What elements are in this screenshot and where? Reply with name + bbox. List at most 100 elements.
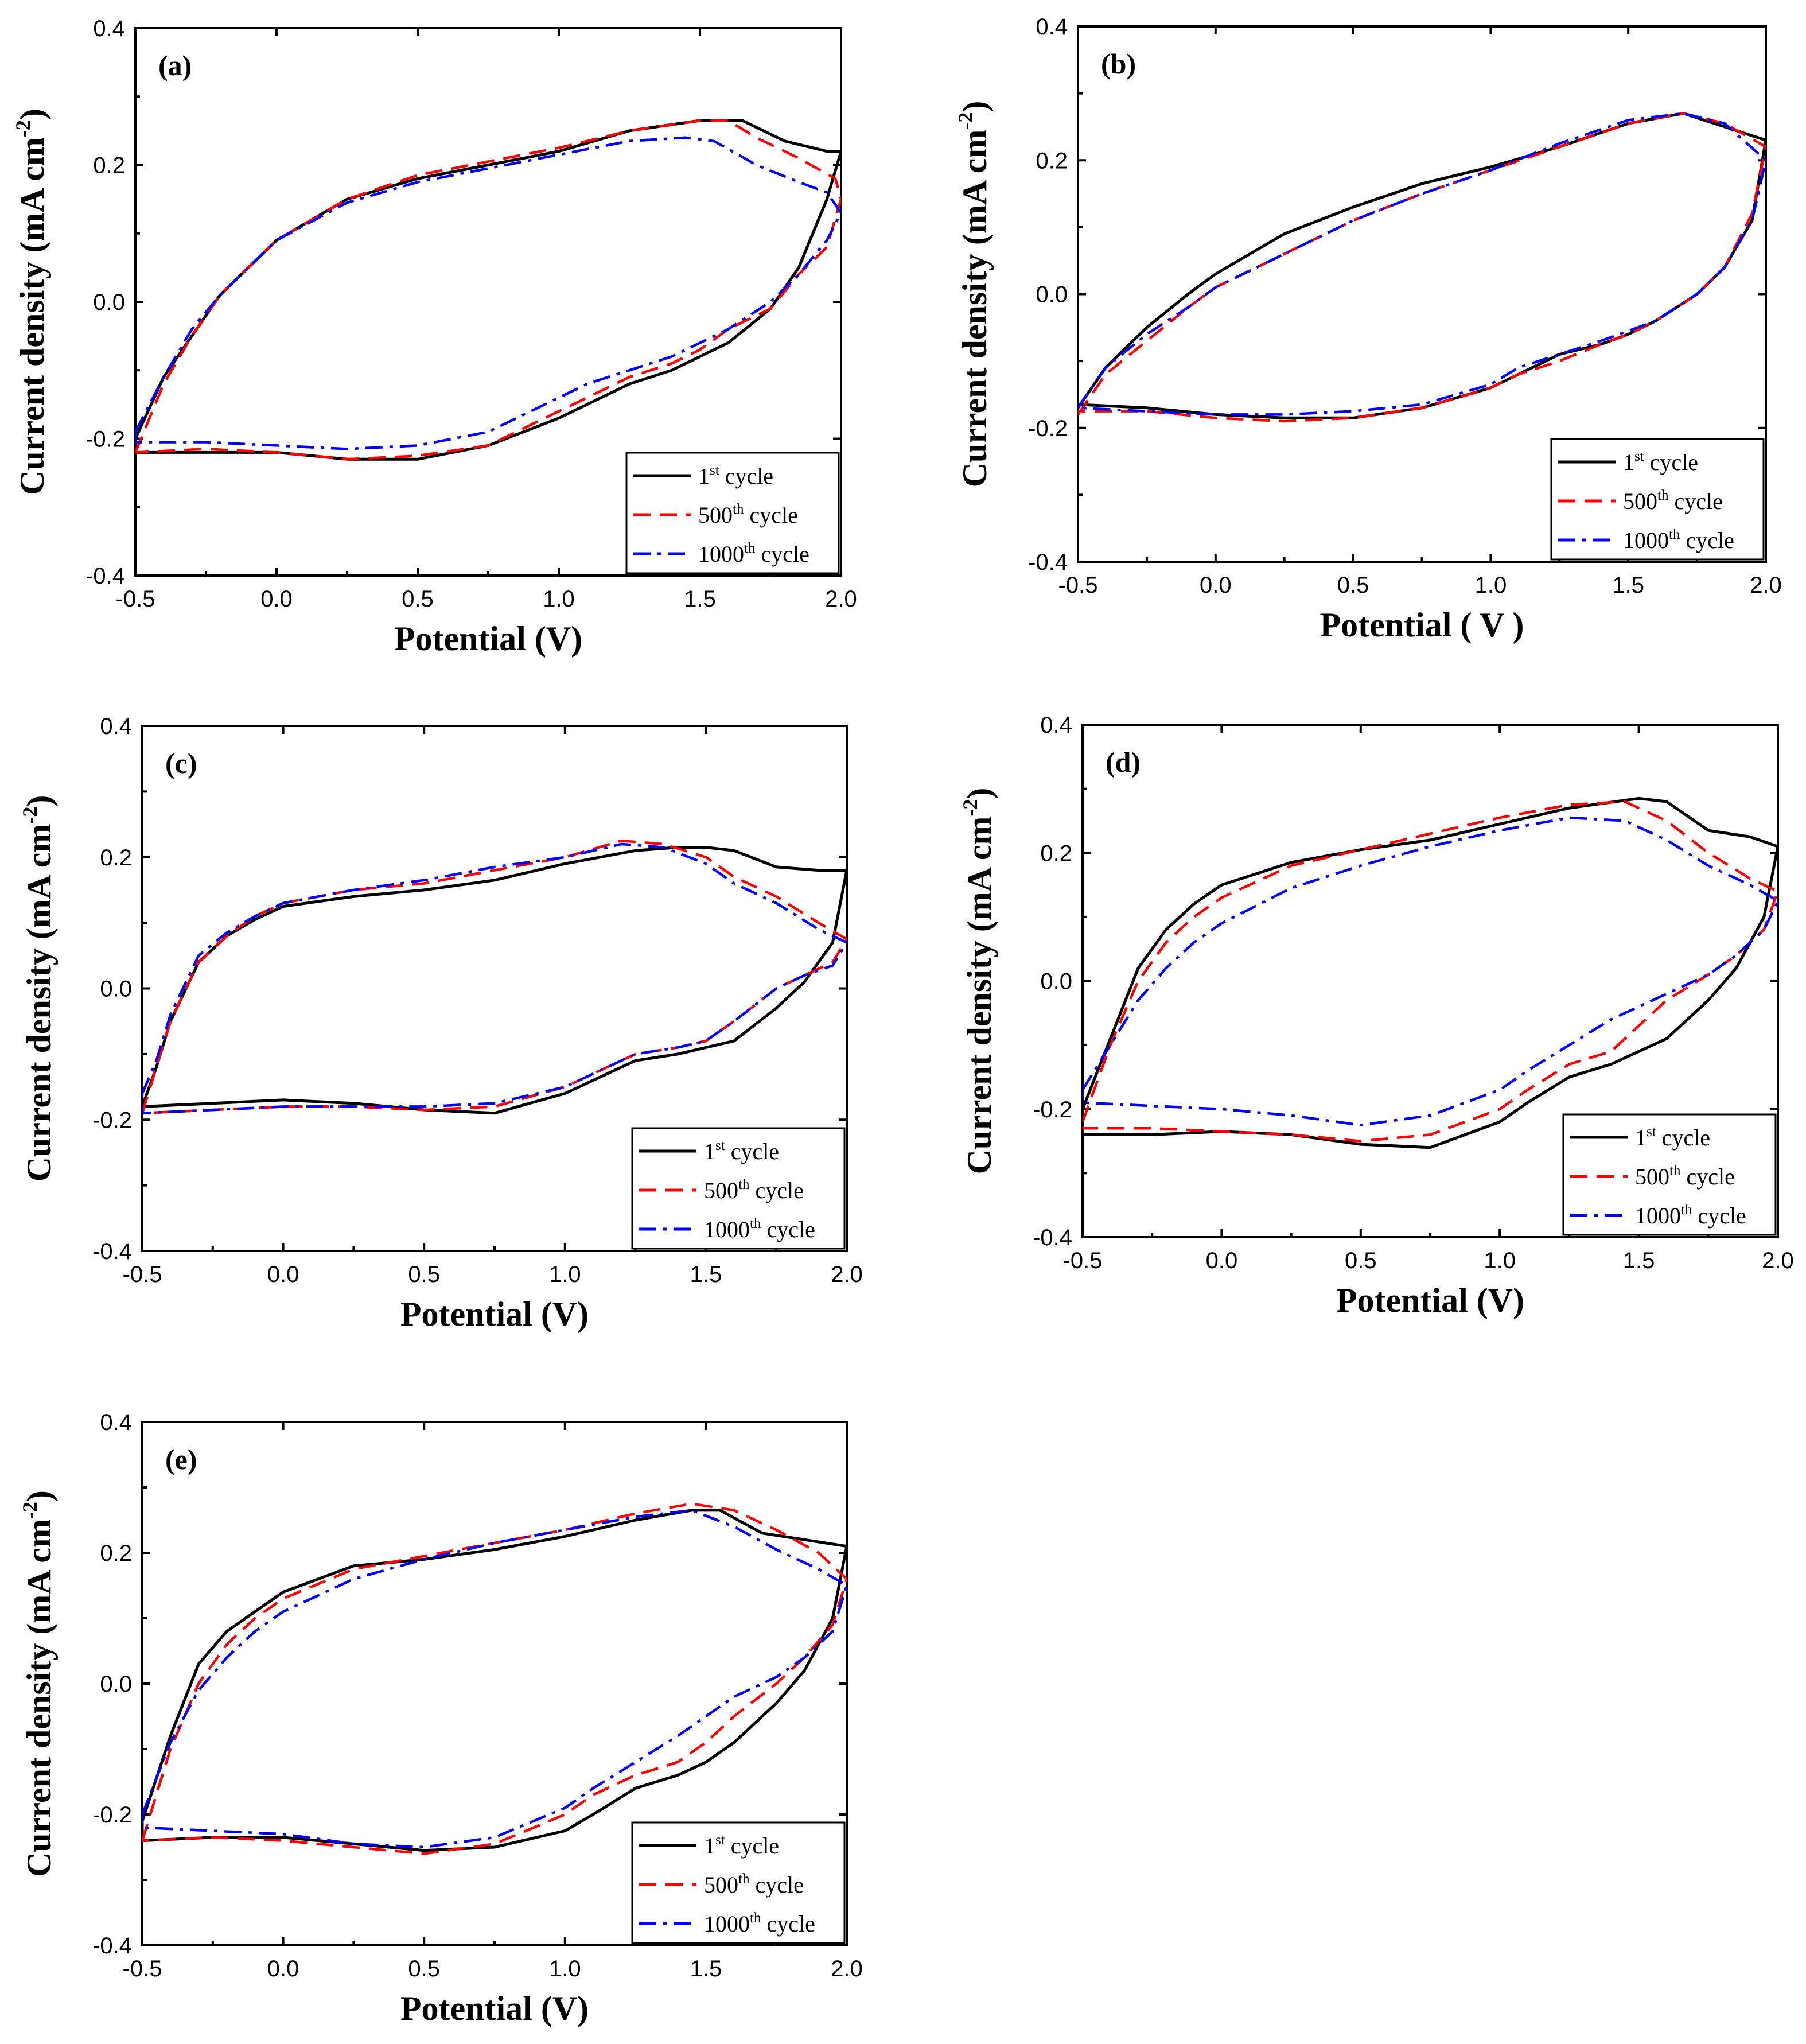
x-axis-title: Potential (V) [1336,1281,1524,1319]
x-tick-label: 1.5 [690,1262,722,1287]
legend-entry: 1000th cycle [704,1910,815,1937]
legend-box [631,1821,846,1944]
legend-entry-sup: th [1657,488,1669,503]
legend-entry-suffix: cycle [725,1138,779,1164]
x-tick-label: 0.5 [402,586,434,612]
x-tick-label: -0.5 [116,586,155,612]
x-tick-label: 2.0 [1762,1248,1794,1273]
series-line-500th-cycle [1078,112,1766,423]
legend-entry-sup: th [744,541,756,556]
x-tick-label: 2.0 [831,1262,863,1287]
y-tick-label: 0.4 [93,16,125,41]
y-tick-label: -0.4 [85,564,125,589]
x-tick-label: 0.5 [408,1956,440,1981]
legend-entry-number: 500 [698,502,733,528]
x-tick-label: 0.0 [1200,573,1232,598]
y-axis-title-main: Current density (mA cm [956,130,994,488]
legend-entry-number: 1000 [1623,527,1669,553]
legend-entry-suffix: cycle [1668,488,1722,514]
legend-entry-number: 1000 [698,541,744,567]
legend-entry-number: 1 [1635,1125,1647,1151]
y-tick-label: 0.2 [100,845,132,871]
y-tick-label: 0.4 [100,1410,132,1435]
legend-entry-sup: th [1669,1163,1681,1179]
legend-entry-sup: th [750,1910,761,1926]
chart-panel-c: -0.5 0.0 0.5 1.0 1.5 2.0 -0.4 -0.2 0.0 0.2 0.4 (c) P… [18,714,863,1333]
series-line-1st-cycle [135,119,841,461]
x-tick-label: 0.0 [267,1956,299,1981]
x-tick-label: -0.5 [123,1262,162,1287]
series-line-500th-cycle [135,119,841,461]
x-axis-title: Potential (V) [394,620,582,658]
legend-entry: 1000th cycle [698,541,809,567]
legend-entry-number: 1 [704,1138,715,1164]
y-tick-label: -0.4 [92,1933,132,1958]
x-tick-label: 1.0 [549,1262,581,1287]
legend-entry-suffix: cycle [761,1911,815,1937]
legend-entry-suffix: cycle [1680,527,1734,553]
legend-entry-sup: st [715,1138,725,1153]
legend-entry-number: 500 [704,1178,738,1203]
chart-panel-e: -0.5 0.0 0.5 1.0 1.5 2.0 -0.4 -0.2 0.0 0.2 0.4 (e) P… [18,1410,863,2027]
chart-panel-b: -0.5 0.0 0.5 1.0 1.5 2.0 -0.4 -0.2 0.0 0.2 0.4 (b) P… [954,14,1782,644]
legend-entry: 500th cycle [1635,1163,1735,1190]
series-line-1000th-cycle [142,1509,847,1849]
legend-entry-number: 500 [704,1872,738,1898]
legend-entry-suffix: cycle [719,463,773,489]
legend-box [1562,1113,1777,1236]
legend-entry: 500th cycle [1623,488,1723,514]
y-tick-label: -0.2 [92,1802,132,1828]
y-axis-title: Current density (mA cm-2) [959,788,998,1175]
legend-entry: 1st cycle [704,1832,779,1859]
legend-entry: 1000th cycle [1623,527,1734,553]
y-tick-label: -0.2 [85,427,125,452]
legend-entry-suffix: cycle [1644,449,1698,475]
y-tick-label: -0.2 [92,1108,132,1133]
x-tick-label: 1.0 [543,586,575,612]
legend-entry: 500th cycle [698,502,798,528]
y-tick-label: 0.2 [1036,148,1068,173]
legend-entry-sup: th [738,1871,750,1887]
legend-entry-number: 500 [1623,488,1657,514]
legend-entry-sup: th [750,1216,761,1231]
x-tick-label: 1.5 [1612,573,1644,598]
x-tick-label: 1.5 [684,586,716,612]
y-tick-label: 0.2 [1040,841,1072,866]
legend-entry-suffix: cycle [749,1872,803,1898]
legend-entry-number: 1000 [704,1217,750,1242]
legend-entry-suffix: cycle [755,541,809,567]
series-line-1st-cycle [1078,112,1766,419]
y-tick-label: 0.0 [100,977,132,1002]
x-tick-label: 1.0 [1484,1248,1516,1273]
series-line-1000th-cycle [142,842,847,1115]
y-tick-label: 0.0 [1036,282,1068,308]
x-tick-label: -0.5 [123,1956,162,1981]
y-axis-title-sup: -2 [11,120,34,137]
x-tick-label: 1.0 [549,1956,581,1981]
x-tick-label: 0.5 [408,1262,440,1287]
y-axis-title: Current density (mA cm-2) [18,1490,58,1877]
panel-label: (d) [1106,746,1141,778]
legend-entry: 1st cycle [698,463,773,489]
legend-entry: 1st cycle [704,1138,779,1164]
y-tick-label: 0.0 [1040,969,1072,994]
y-axis-title-close: ) [13,108,51,120]
legend-box [625,452,840,574]
y-tick-label: 0.4 [1040,713,1072,738]
x-tick-label: 1.5 [690,1956,722,1981]
legend-entry-sup: th [1669,527,1680,542]
legend-entry-number: 1 [1623,449,1634,475]
legend-box [631,1127,846,1250]
legend-entry-number: 500 [1635,1164,1669,1190]
y-axis-title-close: ) [956,101,994,112]
x-tick-label: 2.0 [1750,573,1782,598]
legend-entry: 500th cycle [704,1871,804,1898]
x-tick-label: 2.0 [831,1956,863,1981]
y-tick-label: 0.2 [93,153,125,178]
x-tick-label: -0.5 [1063,1248,1103,1273]
y-axis-title-main: Current density (mA cm [960,817,998,1175]
legend-entry: 1st cycle [1635,1124,1710,1151]
x-tick-label: 0.0 [260,586,293,612]
series-line-500th-cycle [142,839,847,1115]
legend-entry-sup: st [715,1832,725,1848]
